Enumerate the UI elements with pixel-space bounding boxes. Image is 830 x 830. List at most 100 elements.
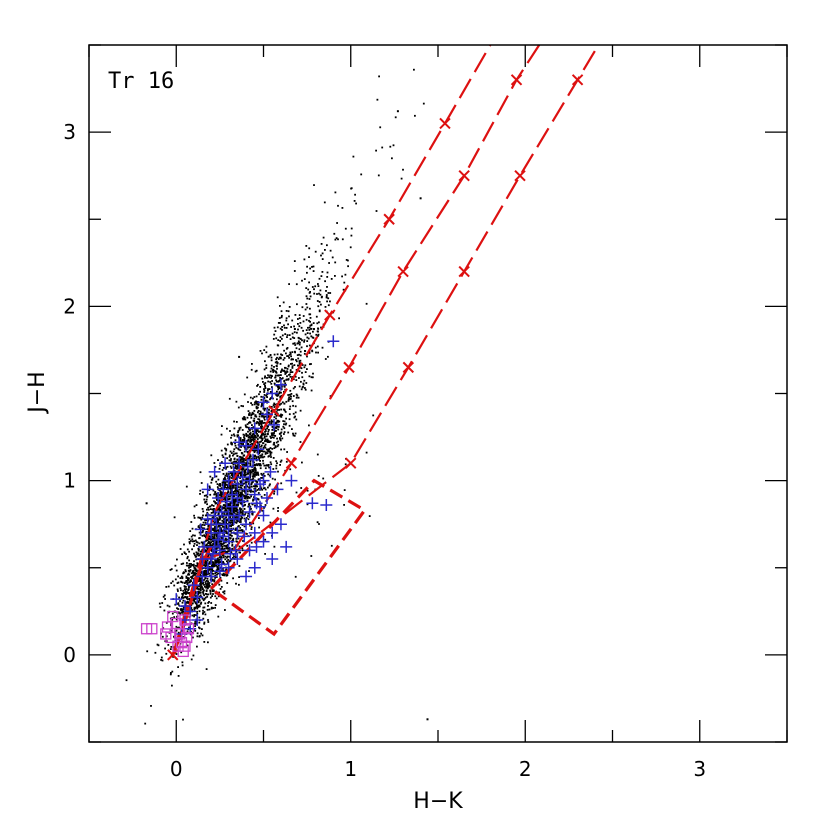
star-point (210, 602, 213, 604)
star-point (249, 534, 252, 537)
star-point (266, 440, 269, 443)
star-point (232, 553, 235, 556)
star-point (300, 380, 302, 383)
star-point (230, 434, 233, 437)
star-point (248, 433, 251, 435)
star-point (304, 350, 306, 352)
yso-candidate-point (226, 500, 239, 513)
star-point (275, 384, 278, 387)
star-point (275, 415, 278, 417)
star-point (317, 333, 320, 336)
star-point (177, 631, 180, 634)
star-point (298, 337, 301, 340)
star-point (306, 265, 308, 268)
star-point (252, 470, 255, 473)
star-point (279, 438, 282, 441)
star-point (203, 570, 206, 572)
star-point (195, 569, 198, 572)
star-point (271, 477, 274, 480)
star-point (238, 551, 241, 554)
star-point (316, 322, 319, 325)
star-point (252, 477, 255, 480)
star-point (253, 464, 256, 467)
star-point (209, 493, 212, 496)
star-point (296, 394, 299, 397)
star-point (264, 433, 267, 435)
star-point (217, 478, 220, 481)
star-point (271, 448, 274, 450)
star-point (260, 487, 263, 490)
star-point (202, 599, 205, 602)
star-point (223, 487, 226, 489)
star-point (247, 472, 249, 475)
star-point (284, 382, 287, 385)
star-point (264, 375, 266, 378)
star-point (240, 529, 243, 532)
star-point (240, 515, 243, 518)
star-point (233, 499, 235, 501)
star-point (216, 559, 218, 561)
star-point (177, 590, 179, 592)
star-point (253, 455, 256, 458)
star-point (246, 497, 249, 499)
star-point (173, 616, 176, 618)
star-point (299, 362, 302, 364)
star-point (177, 666, 179, 668)
star-point (260, 437, 263, 440)
star-point (269, 440, 272, 443)
star-point (316, 453, 319, 456)
star-point (414, 114, 416, 117)
star-point (297, 340, 300, 343)
star-point (174, 564, 177, 567)
star-point (309, 363, 311, 366)
star-point (334, 238, 337, 241)
star-point (236, 517, 239, 519)
yso-candidate-point (213, 544, 226, 557)
star-point (244, 513, 246, 516)
star-point (245, 468, 248, 471)
star-point (226, 457, 228, 460)
star-point (200, 584, 203, 586)
star-point (265, 345, 268, 348)
star-point (196, 541, 199, 544)
star-point (172, 656, 174, 658)
star-point (218, 507, 221, 510)
star-point (232, 454, 234, 457)
star-point (239, 439, 242, 441)
star-point (201, 534, 204, 537)
star-point (236, 489, 239, 492)
star-point (199, 550, 202, 553)
star-point (187, 579, 190, 582)
star-point (223, 574, 226, 577)
star-point (270, 437, 272, 439)
star-point (233, 457, 236, 460)
star-point (228, 550, 231, 552)
star-point (413, 68, 415, 71)
star-point (192, 534, 194, 537)
star-point (243, 472, 246, 475)
star-point (202, 591, 204, 594)
star-point (211, 535, 214, 538)
star-point (214, 466, 217, 468)
star-point (201, 597, 204, 600)
star-point (354, 193, 356, 196)
star-point (214, 561, 216, 564)
star-point (201, 585, 203, 588)
star-point (211, 508, 214, 511)
star-point (241, 489, 244, 492)
star-point (229, 504, 232, 507)
star-point (296, 342, 299, 345)
star-point (292, 395, 295, 397)
star-point (249, 471, 251, 474)
star-point (268, 441, 271, 443)
star-point (247, 505, 250, 508)
star-point (201, 531, 204, 534)
yso-candidate-point (196, 553, 209, 566)
star-point (293, 270, 296, 272)
star-point (203, 527, 206, 530)
star-point (227, 495, 230, 498)
star-point (289, 393, 291, 396)
star-point (241, 493, 244, 496)
reddening-marker (397, 265, 409, 278)
star-point (219, 577, 222, 579)
